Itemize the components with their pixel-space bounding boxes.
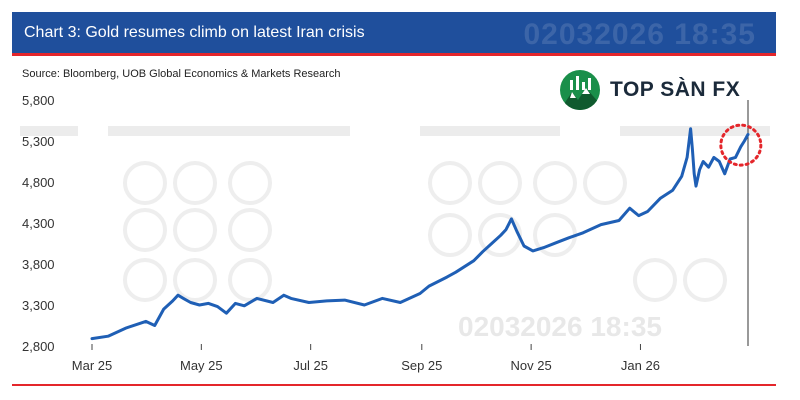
gold-price-line [90,127,750,341]
chart-header-bar: Chart 3: Gold resumes climb on latest Ir… [12,12,776,56]
y-tick-label: 4,300 [22,216,55,231]
y-tick-label: 3,800 [22,257,55,272]
y-tick-label: 2,800 [22,339,55,354]
x-tick-label: Mar 25 [72,358,112,373]
watermark-bottom: 02032026 18:35 [458,311,662,342]
brand-logo: TOP SÀN FX [560,68,790,112]
y-tick-label: 5,800 [22,93,55,108]
mountain-chart-icon [560,70,600,110]
x-tick-label: Sep 25 [401,358,442,373]
highlight-circle [719,123,763,167]
x-tick-label: May 25 [180,358,223,373]
y-tick-label: 4,800 [22,175,55,190]
x-tick-label: Nov 25 [511,358,552,373]
watermark-timestamp: 02032026 18:35 [523,18,756,51]
logo-text: TOP SÀN FX [610,78,741,101]
background-watermark: 02032026 18:35 [20,126,770,342]
bottom-rule [12,384,776,386]
chart-title: Chart 3: Gold resumes climb on latest Ir… [24,24,365,41]
source-note: Source: Bloomberg, UOB Global Economics … [22,68,341,80]
x-tick-label: Jul 25 [293,358,328,373]
y-tick-label: 3,300 [22,298,55,313]
x-tick-label: Jan 26 [621,358,660,373]
y-tick-label: 5,300 [22,134,55,149]
